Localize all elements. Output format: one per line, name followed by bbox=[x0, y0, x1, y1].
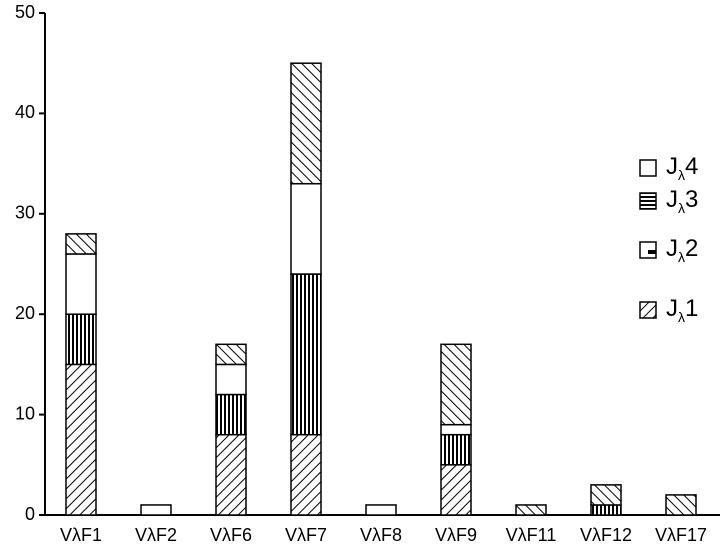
legend-swatch bbox=[639, 301, 657, 319]
x-tick-label: VλF12 bbox=[580, 525, 632, 545]
y-tick-label: 20 bbox=[15, 303, 35, 323]
bar-segment bbox=[365, 504, 397, 516]
bar-segment bbox=[65, 313, 97, 366]
bar-segment bbox=[440, 464, 472, 516]
bar-segment bbox=[290, 182, 322, 275]
y-tick-label: 30 bbox=[15, 203, 35, 223]
legend-label: Jλ2 bbox=[666, 235, 698, 264]
y-tick-label: 40 bbox=[15, 102, 35, 122]
bar-segment bbox=[290, 273, 322, 436]
legend-label: Jλ4 bbox=[666, 153, 698, 182]
x-tick-label: VλF8 bbox=[360, 525, 402, 545]
x-tick-label: VλF2 bbox=[135, 525, 177, 545]
x-tick-label: VλF11 bbox=[506, 525, 557, 545]
bar-segment bbox=[440, 343, 472, 426]
x-tick-label: VλF1 bbox=[60, 525, 102, 545]
bar-segment bbox=[290, 62, 322, 185]
x-tick-label: VλF6 bbox=[210, 525, 252, 545]
bar-segment bbox=[290, 433, 322, 516]
legend-swatch bbox=[639, 159, 657, 177]
bar-segment bbox=[65, 363, 97, 516]
bar-segment bbox=[215, 343, 247, 366]
bar-segment bbox=[215, 363, 247, 396]
y-tick-label: 10 bbox=[15, 403, 35, 423]
bar-segment bbox=[515, 504, 547, 516]
bar-segment bbox=[590, 504, 622, 516]
bar-segment bbox=[440, 433, 472, 466]
x-tick-label: VλF17 bbox=[655, 525, 707, 545]
x-tick-label: VλF7 bbox=[285, 525, 327, 545]
legend-label: Jλ3 bbox=[666, 186, 698, 215]
bar-segment bbox=[665, 494, 697, 516]
bar-segment bbox=[215, 393, 247, 436]
x-tick-label: VλF9 bbox=[435, 525, 477, 545]
legend-label: Jλ1 bbox=[666, 295, 698, 324]
bar-segment bbox=[590, 484, 622, 506]
y-tick-label: 50 bbox=[15, 2, 35, 22]
bar-segment bbox=[140, 504, 172, 516]
y-tick-label: 0 bbox=[25, 504, 35, 524]
bar-segment bbox=[65, 233, 97, 255]
bar-segment bbox=[65, 253, 97, 315]
legend-swatch bbox=[639, 192, 657, 210]
bar-segment bbox=[440, 423, 472, 436]
bar-segment bbox=[215, 433, 247, 516]
legend-swatch-detail bbox=[648, 250, 656, 254]
